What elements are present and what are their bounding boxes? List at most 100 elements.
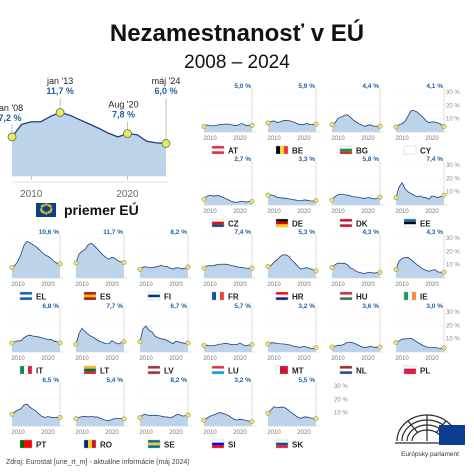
line bbox=[203, 123, 253, 127]
start-point bbox=[265, 192, 271, 198]
start-point bbox=[137, 267, 143, 272]
xtick-label: 2010 bbox=[203, 209, 217, 215]
line bbox=[331, 194, 381, 201]
source-note: Zdroj: Eurostat [une_rt_m] - aktuálne in… bbox=[6, 459, 190, 466]
start-point bbox=[329, 344, 335, 350]
line bbox=[203, 412, 253, 423]
end-point bbox=[57, 340, 63, 346]
end-point bbox=[313, 121, 319, 127]
flag-band bbox=[404, 221, 416, 225]
flag-band bbox=[340, 294, 352, 298]
flag-band bbox=[276, 294, 288, 298]
last-value-label: 5,3 % bbox=[298, 229, 315, 236]
line bbox=[75, 327, 125, 345]
xtick-label: 2020 bbox=[169, 356, 183, 362]
flag-icon-bg bbox=[339, 145, 353, 155]
flag-icon-cy bbox=[403, 145, 417, 155]
flag-band bbox=[340, 219, 352, 222]
flag-icon-lt bbox=[83, 365, 97, 375]
eu-star-icon: ★ bbox=[41, 202, 46, 209]
flag-border bbox=[211, 218, 225, 228]
xtick-label: 2020 bbox=[233, 136, 247, 142]
flag-band bbox=[24, 440, 28, 448]
eu-area bbox=[12, 112, 166, 176]
ytick-label: 30 % bbox=[446, 236, 460, 242]
flag-border bbox=[19, 439, 33, 449]
xtick-label: 2010 bbox=[331, 356, 345, 362]
country-code: HU bbox=[356, 293, 368, 302]
last-value-label: 10,6 % bbox=[39, 229, 59, 236]
flag-icon-lu bbox=[211, 365, 225, 375]
flag-band bbox=[212, 366, 224, 369]
flag-band bbox=[404, 151, 416, 154]
end-point bbox=[377, 123, 383, 129]
flag-band bbox=[276, 146, 280, 154]
last-value-label: 6,8 % bbox=[42, 303, 59, 310]
area bbox=[76, 243, 124, 278]
area bbox=[76, 328, 124, 352]
area bbox=[332, 194, 380, 205]
flag-band bbox=[212, 219, 224, 222]
last-value-label: 7,7 % bbox=[106, 303, 123, 310]
flag-band bbox=[404, 368, 416, 372]
line bbox=[267, 406, 317, 420]
country-chart-AT: 5,0 % 2010 2020 AT bbox=[201, 83, 256, 156]
area bbox=[204, 412, 252, 426]
country-code: LT bbox=[100, 367, 109, 376]
flag-border bbox=[211, 365, 225, 375]
last-value-label: 4,4 % bbox=[362, 83, 379, 90]
flag-border bbox=[403, 218, 417, 228]
logo-name: Európsky parlament bbox=[401, 451, 459, 458]
xtick-label: 2020 bbox=[41, 356, 55, 362]
last-value-label: 5,4 % bbox=[106, 377, 123, 384]
flag-band bbox=[340, 297, 352, 300]
country-chart-SI: 3,2 % 2010 2020 SI bbox=[201, 377, 256, 450]
country-code: LV bbox=[164, 367, 174, 376]
flag-icon-cz bbox=[211, 218, 225, 228]
start-point bbox=[9, 340, 15, 346]
last-value-label: 11,7 % bbox=[103, 229, 123, 236]
xtick-label: 2010 bbox=[267, 356, 281, 362]
last-value-label: 7,4 % bbox=[426, 156, 443, 163]
country-chart-SK: 5,5 % 2010 2020 SK bbox=[265, 377, 320, 450]
flag-band bbox=[28, 440, 32, 448]
country-chart-EL: 10,6 % 2010 2020 EL bbox=[9, 229, 64, 302]
flag-band bbox=[20, 366, 24, 374]
flag-border bbox=[147, 291, 161, 301]
eu-xtick-label: 2020 bbox=[116, 189, 139, 200]
area bbox=[140, 265, 188, 278]
start-point bbox=[201, 265, 207, 271]
xtick-label: 2020 bbox=[233, 356, 247, 362]
flag-band bbox=[212, 148, 224, 152]
flag-band bbox=[148, 371, 160, 374]
end-point bbox=[441, 192, 447, 198]
line bbox=[331, 114, 381, 127]
area bbox=[204, 123, 252, 132]
flag-band bbox=[148, 368, 160, 372]
country-code: IE bbox=[420, 293, 428, 302]
line bbox=[331, 341, 380, 348]
flag-band bbox=[276, 292, 288, 295]
flag-band bbox=[212, 442, 224, 446]
country-code: RO bbox=[100, 441, 112, 450]
country-chart-FR: 7,4 % 2010 2020 FR bbox=[201, 229, 256, 302]
flag-icon-ie bbox=[403, 291, 417, 301]
flag-band bbox=[340, 368, 352, 372]
flag-icon-hu bbox=[339, 291, 353, 301]
end-point bbox=[57, 414, 63, 420]
last-value-label: 5,0 % bbox=[234, 83, 251, 90]
ytick-label: 10 % bbox=[446, 337, 460, 343]
flag-icon-fi bbox=[147, 291, 161, 301]
flag-border bbox=[211, 291, 225, 301]
xtick-label: 2010 bbox=[395, 209, 409, 215]
xtick-label: 2020 bbox=[105, 356, 119, 362]
flag-icon-pl bbox=[403, 365, 417, 375]
flag-icon-de bbox=[275, 218, 289, 228]
flag-border bbox=[211, 439, 225, 449]
line bbox=[395, 256, 444, 273]
line bbox=[203, 194, 253, 203]
flag-band bbox=[212, 371, 224, 374]
start-point bbox=[9, 265, 15, 271]
flag-band bbox=[20, 292, 32, 295]
area bbox=[140, 414, 188, 426]
